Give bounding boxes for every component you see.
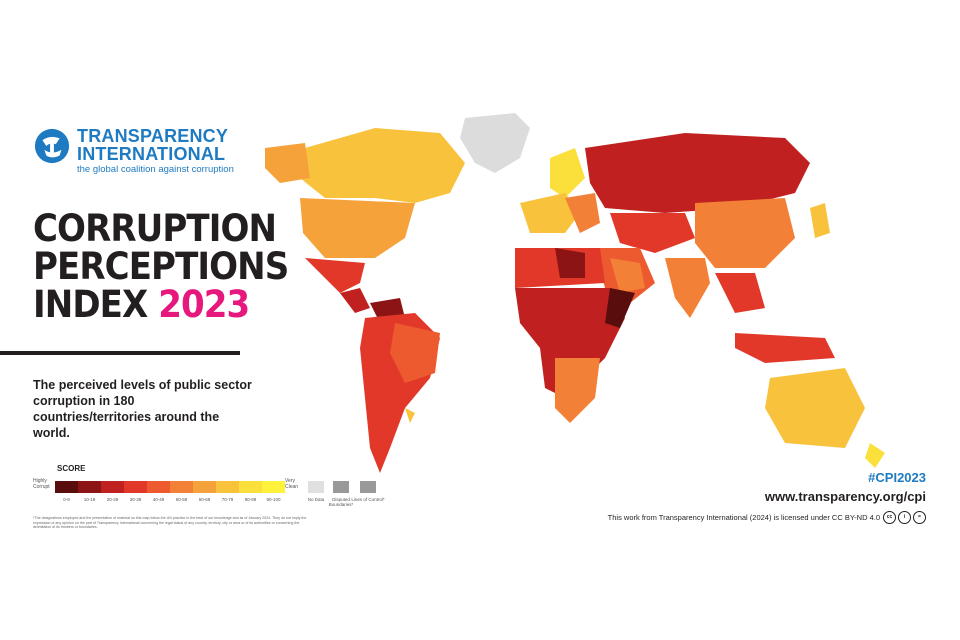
transparency-international-logo: TRANSPARENCY INTERNATIONAL the global co… [33, 125, 243, 180]
lines-of-control-label: Lines of Control* [351, 497, 385, 502]
legend-swatch [147, 481, 170, 493]
legend-range-label: 40-49 [152, 497, 165, 502]
saudi-arabia [610, 258, 645, 293]
legend-swatch [170, 481, 193, 493]
legend-swatch [101, 481, 124, 493]
title-year: 2023 [158, 283, 250, 326]
legend-highly-corrupt: Highly Corrupt [33, 478, 50, 490]
website-url[interactable]: www.transparency.org/cpi [764, 489, 926, 504]
china [695, 198, 795, 268]
legend-swatch [193, 481, 216, 493]
greenland [460, 113, 530, 173]
western-europe [520, 193, 580, 233]
mexico [305, 258, 365, 293]
title-line1: CORRUPTION [33, 207, 277, 250]
logo-text-line1: TRANSPARENCY [77, 126, 229, 146]
footnote: *The designations employed and the prese… [33, 516, 307, 529]
logo-text-line2: INTERNATIONAL [77, 144, 226, 164]
legend-swatch [262, 481, 285, 493]
usa [300, 198, 415, 258]
no-data-swatch [308, 481, 324, 493]
logo-tagline: the global coalition against corruption [77, 164, 234, 175]
cc-icons: cc i = [883, 511, 926, 524]
license-text: This work from Transparency Internationa… [607, 513, 880, 522]
globe-logo-icon [34, 128, 70, 164]
legend-title: SCORE [57, 464, 86, 473]
no-data-label: No Data [307, 497, 325, 502]
india [665, 258, 710, 318]
disputed-label: Disputed Boundaries* [328, 497, 354, 507]
title-line3: INDEX 2023 [33, 286, 288, 324]
alaska [265, 143, 310, 183]
legend-very-clean: Very Clean [285, 478, 299, 490]
world-map [265, 113, 885, 473]
legend-swatch [55, 481, 78, 493]
somalia [605, 288, 635, 328]
scandinavia [550, 148, 585, 198]
japan [810, 203, 830, 238]
central-america [340, 288, 370, 313]
legend-range-label: 80-89 [244, 497, 257, 502]
by-icon: i [898, 511, 911, 524]
legend-swatches [55, 481, 285, 493]
cc-icon: cc [883, 511, 896, 524]
description: The perceived levels of public sector co… [33, 378, 252, 440]
legend-range-label: 90-100 [266, 497, 281, 502]
nd-icon: = [913, 511, 926, 524]
legend-range-label: 50-59 [175, 497, 188, 502]
eastern-europe [565, 193, 600, 233]
legend-range-label: 60-69 [198, 497, 211, 502]
indonesia [735, 333, 835, 363]
score-legend: SCORE Highly Corrupt 0-9 10-19 20-29 30-39 4… [33, 464, 393, 524]
legend-swatch [239, 481, 262, 493]
legend-range-label: 20-29 [106, 497, 119, 502]
legend-swatch [124, 481, 147, 493]
lines-of-control-swatch [360, 481, 376, 493]
legend-swatch [216, 481, 239, 493]
title-divider [0, 351, 240, 355]
canada [300, 128, 465, 203]
disputed-swatch [333, 481, 349, 493]
page-title: CORRUPTION PERCEPTIONS INDEX 2023 [33, 207, 289, 324]
title-line3-prefix: INDEX [33, 283, 159, 326]
legend-ranges: 0-9 10-19 20-29 30-39 40-49 50-59 60-69 70-79 80… [55, 497, 285, 502]
uruguay [405, 408, 415, 423]
central-africa [515, 288, 625, 398]
new-zealand [865, 443, 885, 468]
southern-africa [555, 358, 600, 423]
russia [585, 133, 810, 213]
legend-range-label: 70-79 [221, 497, 234, 502]
legend-range-label: 30-39 [129, 497, 142, 502]
australia [765, 368, 865, 448]
hashtag: #CPI2023 [868, 470, 926, 485]
legend-range-label: 10-19 [83, 497, 96, 502]
legend-swatch [78, 481, 101, 493]
southeast-asia [715, 273, 765, 313]
brazil [390, 323, 440, 383]
libya [555, 248, 585, 278]
central-asia [610, 213, 695, 253]
legend-range-label: 0-9 [63, 497, 70, 502]
title-line2: PERCEPTIONS [33, 245, 289, 288]
